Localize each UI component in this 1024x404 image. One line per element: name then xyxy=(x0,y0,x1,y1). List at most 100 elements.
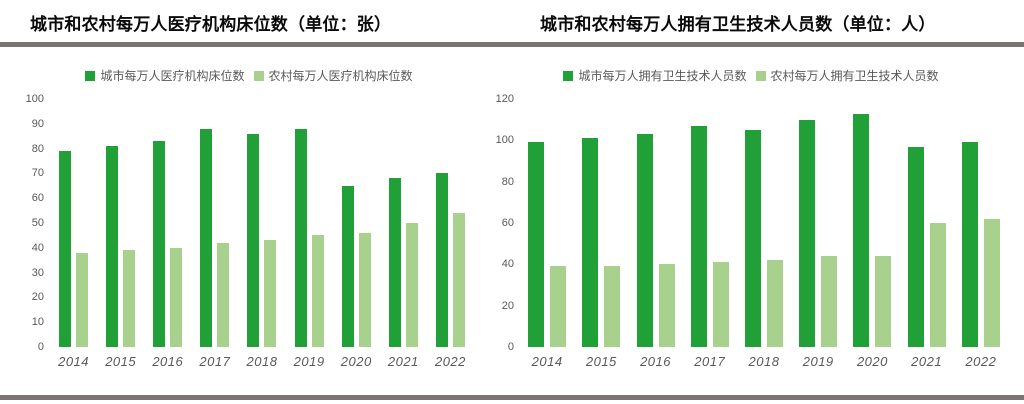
y-axis-label: 40 xyxy=(31,241,44,254)
legend: 城市每万人拥有卫生技术人员数 农村每万人拥有卫生技术人员数 xyxy=(494,68,1008,83)
bar-group: 2015 xyxy=(97,99,144,369)
bars xyxy=(388,99,418,347)
x-axis-label: 2017 xyxy=(694,354,726,369)
x-axis-label: 2016 xyxy=(152,354,184,369)
bar-urban xyxy=(528,142,545,347)
bar-group: 2015 xyxy=(574,99,628,369)
bar-urban xyxy=(907,146,924,347)
bar-rural xyxy=(821,256,838,347)
x-axis-label: 2015 xyxy=(105,354,137,369)
bar-group: 2020 xyxy=(845,99,899,369)
y-axis-label: 30 xyxy=(31,266,44,279)
bar-group: 2019 xyxy=(791,99,845,369)
bar-urban xyxy=(799,119,816,347)
legend-item: 农村每万人拥有卫生技术人员数 xyxy=(755,67,939,84)
divider-bottom xyxy=(0,395,1024,400)
legend-label: 城市每万人拥有卫生技术人员数 xyxy=(578,69,747,83)
x-axis-label: 2020 xyxy=(856,354,888,369)
y-axis-label: 10 xyxy=(31,316,44,329)
bar-group: 2022 xyxy=(954,99,1008,369)
bar-rural xyxy=(983,218,1000,347)
chart-personnel: 城市每万人拥有卫生技术人员数 农村每万人拥有卫生技术人员数 120 100 80 60 40… xyxy=(494,62,1008,369)
bar-group: 2022 xyxy=(427,99,474,369)
bar-urban xyxy=(744,130,761,347)
bar-rural xyxy=(550,266,567,347)
x-axis-label: 2020 xyxy=(340,354,372,369)
y-axis-label: 0 xyxy=(37,340,44,353)
legend-label: 农村每万人拥有卫生技术人员数 xyxy=(770,69,939,83)
bars xyxy=(341,99,371,347)
bar-group: 2016 xyxy=(144,99,191,369)
bars xyxy=(294,99,324,347)
bar-rural xyxy=(712,262,729,347)
x-axis-label: 2021 xyxy=(387,354,419,369)
chart-title-beds: 城市和农村每万人医疗机构床位数（单位：张） xyxy=(30,15,392,34)
bar-rural xyxy=(358,232,371,347)
bar-rural xyxy=(123,250,136,347)
plot-area: 2014 2015 2016 2017 2018 2019 2020 2021 2022 xyxy=(50,99,474,369)
x-axis-label: 2022 xyxy=(434,354,466,369)
bar-group: 2016 xyxy=(628,99,682,369)
x-axis-label: 2022 xyxy=(965,354,997,369)
bars xyxy=(582,99,621,347)
y-axis-label: 40 xyxy=(501,258,514,271)
bar-rural xyxy=(405,223,418,347)
legend-item: 农村每万人医疗机构床位数 xyxy=(253,67,413,84)
chart-body: 120 100 80 60 40 20 0 2014 2015 2016 2017 2018 2019 2… xyxy=(494,93,1008,369)
y-axis-label: 90 xyxy=(31,117,44,130)
bar-group: 2014 xyxy=(50,99,97,369)
bar-urban xyxy=(582,138,599,347)
x-axis-label: 2021 xyxy=(911,354,943,369)
y-axis-label: 50 xyxy=(31,216,44,229)
y-axis: 100 90 80 70 60 50 40 30 20 10 0 xyxy=(24,93,50,353)
bar-group: 2018 xyxy=(238,99,285,369)
x-axis-label: 2016 xyxy=(640,354,671,369)
bar-urban xyxy=(636,134,653,347)
bars xyxy=(961,99,1000,347)
bar-group: 2017 xyxy=(683,99,737,369)
divider-top xyxy=(0,42,1024,47)
chart-title-personnel: 城市和农村每万人拥有卫生技术人员数（单位：人） xyxy=(540,15,936,34)
x-axis-label: 2019 xyxy=(802,354,834,369)
bar-group: 2019 xyxy=(286,99,333,369)
y-axis-label: 80 xyxy=(501,175,514,188)
bar-rural xyxy=(76,252,89,347)
bar-group: 2021 xyxy=(900,99,954,369)
legend-swatch-icon xyxy=(755,70,766,81)
bar-urban xyxy=(106,146,119,347)
x-axis-label: 2014 xyxy=(58,354,90,369)
bar-urban xyxy=(200,128,213,347)
bar-rural xyxy=(604,266,621,347)
bar-group: 2014 xyxy=(520,99,574,369)
y-axis-label: 120 xyxy=(495,93,514,105)
bar-group: 2017 xyxy=(191,99,238,369)
legend-item: 城市每万人拥有卫生技术人员数 xyxy=(563,67,747,84)
bar-rural xyxy=(311,235,324,347)
y-axis-label: 0 xyxy=(507,340,514,353)
y-axis-label: 70 xyxy=(31,167,44,180)
bar-urban xyxy=(435,173,448,347)
bar-urban xyxy=(294,128,307,347)
bar-rural xyxy=(929,223,946,347)
bar-rural xyxy=(658,264,675,347)
bars xyxy=(528,99,567,347)
bar-urban xyxy=(690,125,707,347)
bar-urban xyxy=(341,185,354,347)
y-axis-label: 100 xyxy=(495,134,514,147)
bars xyxy=(59,99,89,347)
legend-item: 城市每万人医疗机构床位数 xyxy=(85,67,245,84)
bars xyxy=(106,99,136,347)
chart-body: 100 90 80 70 60 50 40 30 20 10 0 2014 2015 2016 2017 20… xyxy=(24,93,474,369)
bars xyxy=(907,99,946,347)
bars xyxy=(200,99,230,347)
y-axis-label: 60 xyxy=(501,216,514,229)
bar-rural xyxy=(452,213,465,347)
bar-rural xyxy=(875,256,892,347)
bar-urban xyxy=(153,141,166,347)
y-axis-label: 80 xyxy=(31,142,44,155)
x-axis-label: 2015 xyxy=(585,354,617,369)
plot-area: 2014 2015 2016 2017 2018 2019 2020 2021 2022 xyxy=(520,99,1008,369)
bar-rural xyxy=(217,242,230,347)
legend-swatch-icon xyxy=(253,70,264,81)
legend-label: 农村每万人医疗机构床位数 xyxy=(268,69,413,83)
